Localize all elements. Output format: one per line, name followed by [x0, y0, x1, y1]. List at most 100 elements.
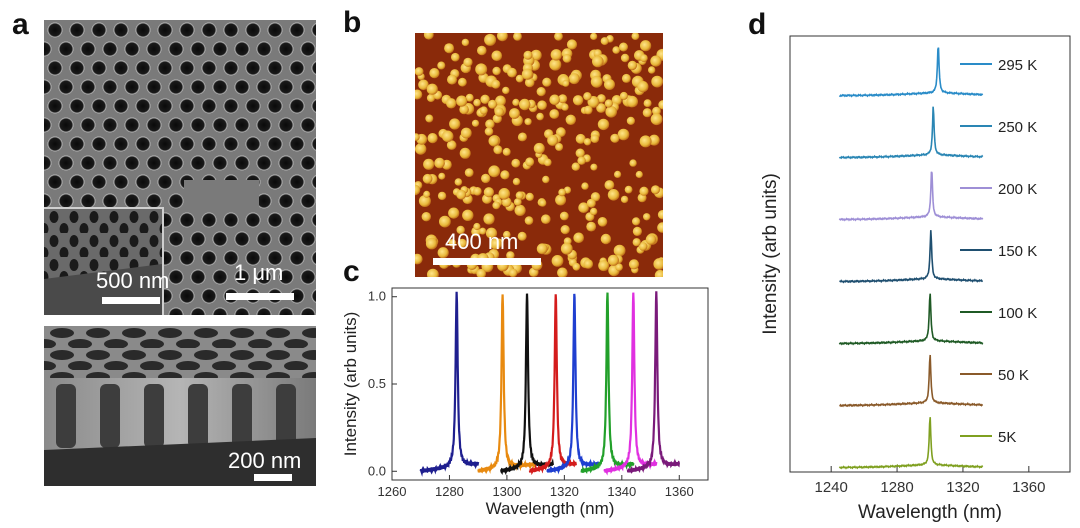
afm-dot: [541, 214, 551, 224]
afm-dot: [620, 195, 629, 204]
afm-dot: [597, 94, 606, 103]
top-scale-label: 1 μm: [234, 260, 284, 285]
afm-dot: [456, 189, 467, 200]
afm-dot: [600, 37, 609, 46]
afm-dot: [643, 213, 651, 221]
afm-dot: [590, 33, 598, 40]
c-series-line: [528, 294, 577, 476]
afm-dot: [551, 255, 564, 267]
d-series-line: [838, 293, 984, 346]
afm-dot: [437, 61, 446, 70]
d-x-tick-label: 1320: [946, 479, 979, 496]
sem-image-bottom: 200 nm: [44, 326, 316, 486]
afm-dot: [473, 98, 481, 107]
afm-dot: [439, 215, 451, 228]
afm-dot: [492, 201, 501, 210]
afm-dot: [560, 225, 570, 235]
d-series-line: [838, 47, 984, 98]
d-series-line: [839, 230, 983, 284]
afm-image: 400 nm: [415, 33, 663, 277]
d-legend-label: 50 K: [998, 367, 1029, 384]
afm-dot: [577, 156, 586, 165]
afm-dot: [511, 158, 521, 168]
chart-c: 1260 1280 1300 1320 1340 1360 0.0 0.5 1.0 Wavelen…: [341, 287, 709, 518]
afm-dot: [422, 173, 433, 184]
afm-dot: [604, 180, 615, 190]
d-legend-label: 150 K: [998, 243, 1037, 260]
afm-dot: [575, 148, 585, 158]
afm-dot: [614, 170, 622, 178]
afm-dot: [460, 127, 472, 139]
afm-dot: [426, 93, 436, 103]
afm-dot: [629, 159, 637, 167]
afm-dot: [518, 132, 527, 142]
afm-dot: [471, 119, 480, 127]
afm-dot: [444, 43, 455, 54]
afm-dot: [427, 133, 438, 144]
afm-dot: [512, 177, 521, 186]
afm-dot: [498, 188, 511, 200]
afm-dot: [536, 112, 544, 121]
afm-dot: [583, 92, 592, 101]
d-legend-label: 200 K: [998, 181, 1037, 198]
afm-dot: [497, 33, 508, 42]
afm-dot: [555, 143, 564, 151]
afm-dot: [521, 68, 533, 80]
panel-letter-d: d: [748, 8, 767, 41]
afm-dot: [415, 184, 421, 196]
afm-dot: [583, 259, 594, 269]
afm-dot: [596, 103, 606, 113]
c-y-tick-label: 0.0: [368, 463, 386, 478]
afm-dot: [648, 134, 660, 146]
afm-dot: [477, 45, 487, 56]
inset-scale-bar: [102, 297, 160, 304]
afm-dot: [612, 46, 620, 54]
afm-dot: [465, 93, 474, 102]
afm-dot: [604, 99, 613, 108]
afm-dot: [479, 227, 487, 235]
afm-dot: [506, 251, 515, 260]
afm-dot: [425, 237, 438, 250]
afm-dot: [524, 216, 534, 225]
c-y-tick-label: 1.0: [368, 289, 386, 304]
c-series-line: [546, 293, 600, 475]
afm-dot: [512, 98, 520, 106]
afm-dot: [627, 60, 638, 71]
afm-dot: [525, 192, 534, 201]
c-x-tick-label: 1360: [665, 484, 694, 499]
afm-dot: [645, 234, 657, 245]
afm-dot: [590, 75, 603, 88]
afm-dot: [423, 190, 431, 198]
afm-dot: [441, 130, 454, 143]
afm-dot: [547, 134, 559, 146]
afm-dot: [449, 118, 461, 130]
afm-dot: [619, 42, 628, 52]
c-x-tick-label: 1300: [492, 484, 521, 499]
afm-dot: [590, 207, 598, 216]
afm-dot: [483, 213, 495, 225]
afm-dot: [573, 232, 584, 244]
afm-dot: [626, 116, 635, 125]
afm-dot: [513, 33, 522, 41]
afm-dot: [653, 258, 663, 270]
afm-dot: [491, 50, 503, 62]
afm-dot: [619, 91, 628, 100]
d-x-tick-label: 1280: [880, 479, 913, 496]
afm-dot: [533, 142, 545, 154]
afm-dot: [434, 157, 445, 169]
afm-dot: [488, 99, 497, 109]
afm-dot: [515, 74, 524, 83]
afm-dot: [446, 98, 457, 109]
afm-dot: [560, 242, 573, 255]
afm-dot: [490, 238, 502, 250]
afm-dot: [598, 260, 610, 272]
afm-dot: [476, 268, 486, 277]
afm-dot: [565, 114, 576, 126]
panel-letter-c: c: [343, 255, 360, 288]
afm-dot: [555, 194, 567, 206]
afm-dot: [605, 106, 617, 118]
afm-dot: [473, 222, 481, 231]
afm-dot: [615, 263, 623, 271]
panel-letter-b: b: [343, 6, 362, 39]
afm-dot: [536, 87, 546, 97]
